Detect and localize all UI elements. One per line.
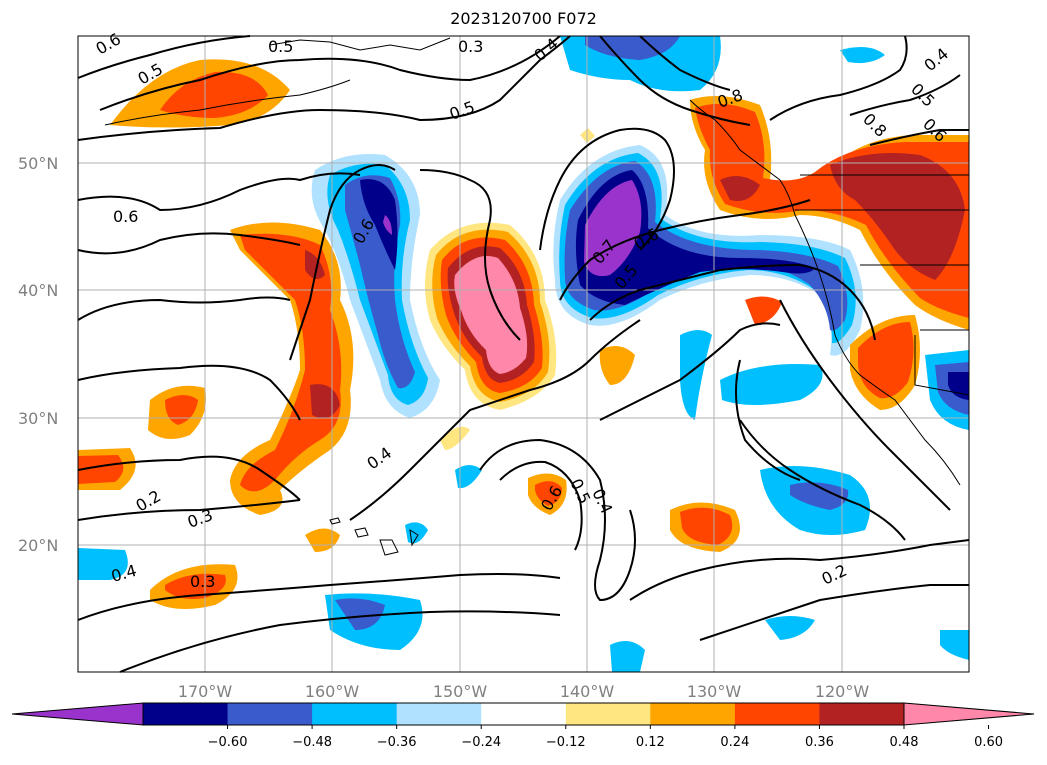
- negative-anomaly-region: [765, 616, 815, 640]
- colorbar-tick-label: 0.24: [720, 735, 749, 750]
- colorbar-tick-label: −0.60: [208, 735, 248, 750]
- negative-anomaly-region: [948, 372, 969, 400]
- positive-anomaly-region: [858, 322, 914, 399]
- positive-anomaly-region: [454, 256, 528, 374]
- colorbar-segment: [227, 703, 313, 725]
- colorbar-tick-label: 0.60: [974, 735, 1003, 750]
- colorbar-segment: [312, 703, 398, 725]
- contour-label: 0.6: [113, 207, 138, 226]
- map-title: 2023120700 F072: [450, 9, 597, 28]
- positive-anomaly-region: [165, 573, 226, 599]
- lon-label-160w: 160°W: [305, 682, 360, 701]
- negative-anomaly-region: [680, 330, 712, 420]
- negative-anomaly-region: [790, 482, 849, 510]
- colorbar-tick-label: 0.12: [636, 735, 665, 750]
- positive-anomaly-region: [599, 346, 635, 385]
- graticule: [78, 36, 969, 672]
- coastlines: [104, 37, 970, 486]
- positive-anomaly-region: [78, 455, 124, 484]
- negative-anomaly-region: [383, 215, 392, 235]
- negative-anomaly-region: [360, 179, 398, 270]
- negative-anomaly-region: [940, 630, 969, 660]
- positive-anomaly-region: [440, 426, 470, 450]
- lon-label-150w: 150°W: [433, 682, 488, 701]
- positive-anomaly-region: [535, 481, 562, 506]
- contour-label: 0.3: [458, 37, 483, 56]
- colorbar-segment: [396, 703, 482, 725]
- positive-anomaly-region: [830, 152, 965, 280]
- lon-label-140w: 140°W: [560, 682, 615, 701]
- colorbar-segment: [650, 703, 736, 725]
- contour-label: 0.5: [268, 37, 293, 56]
- lat-label-40n: 40°N: [18, 281, 58, 300]
- positive-anomaly-region: [720, 176, 760, 201]
- contour-label: 0.3: [190, 572, 215, 591]
- negative-anomaly-region: [840, 46, 885, 64]
- negative-anomaly-region: [455, 465, 482, 489]
- colorbar-tick-label: 0.36: [805, 735, 834, 750]
- lat-label-50n: 50°N: [18, 154, 58, 173]
- negative-anomaly-region: [720, 364, 823, 405]
- negative-anomaly-region: [78, 548, 128, 580]
- positive-anomaly-region: [745, 296, 782, 325]
- lon-label-130w: 130°W: [687, 682, 742, 701]
- colorbar-extend-min: [11, 702, 144, 726]
- lon-label-170w: 170°W: [178, 682, 233, 701]
- positive-anomaly-region: [305, 528, 340, 552]
- positive-anomaly-region: [305, 250, 325, 279]
- colorbar-tick-label: 0.48: [890, 735, 919, 750]
- colorbar-tick-label: −0.36: [377, 735, 417, 750]
- colorbar-segment: [565, 703, 651, 725]
- negative-anomaly-region: [335, 598, 385, 630]
- negative-anomaly-region: [584, 180, 642, 277]
- positive-anomaly-region: [680, 507, 733, 545]
- positive-anomaly-region: [240, 233, 342, 492]
- negative-anomaly-region: [585, 36, 680, 60]
- colorbar: −0.60 −0.48 −0.36 −0.24 −0.12 0.12 0.24 0.36 0.4…: [11, 702, 1035, 750]
- lat-label-20n: 20°N: [18, 536, 58, 555]
- colorbar-extend-max: [903, 702, 1035, 726]
- contour-lines: [77, 35, 970, 673]
- colorbar-segment: [819, 703, 905, 725]
- colorbar-segment: [734, 703, 820, 725]
- negative-anomaly-region: [345, 175, 415, 389]
- map-frame: [77, 35, 970, 673]
- colorbar-tick-label: −0.48: [292, 735, 332, 750]
- colorbar-tick-label: −0.24: [461, 735, 501, 750]
- colorbar-segment: [481, 703, 567, 725]
- negative-anomaly-region: [610, 641, 645, 672]
- anomaly-shading: [78, 36, 969, 672]
- colorbar-segment: [143, 703, 229, 725]
- colorbar-border: [142, 702, 905, 726]
- lat-label-30n: 30°N: [18, 409, 58, 428]
- lon-label-120w: 120°W: [815, 682, 870, 701]
- colorbar-tick-label: −0.12: [546, 735, 586, 750]
- hawaii-islands: [329, 517, 419, 556]
